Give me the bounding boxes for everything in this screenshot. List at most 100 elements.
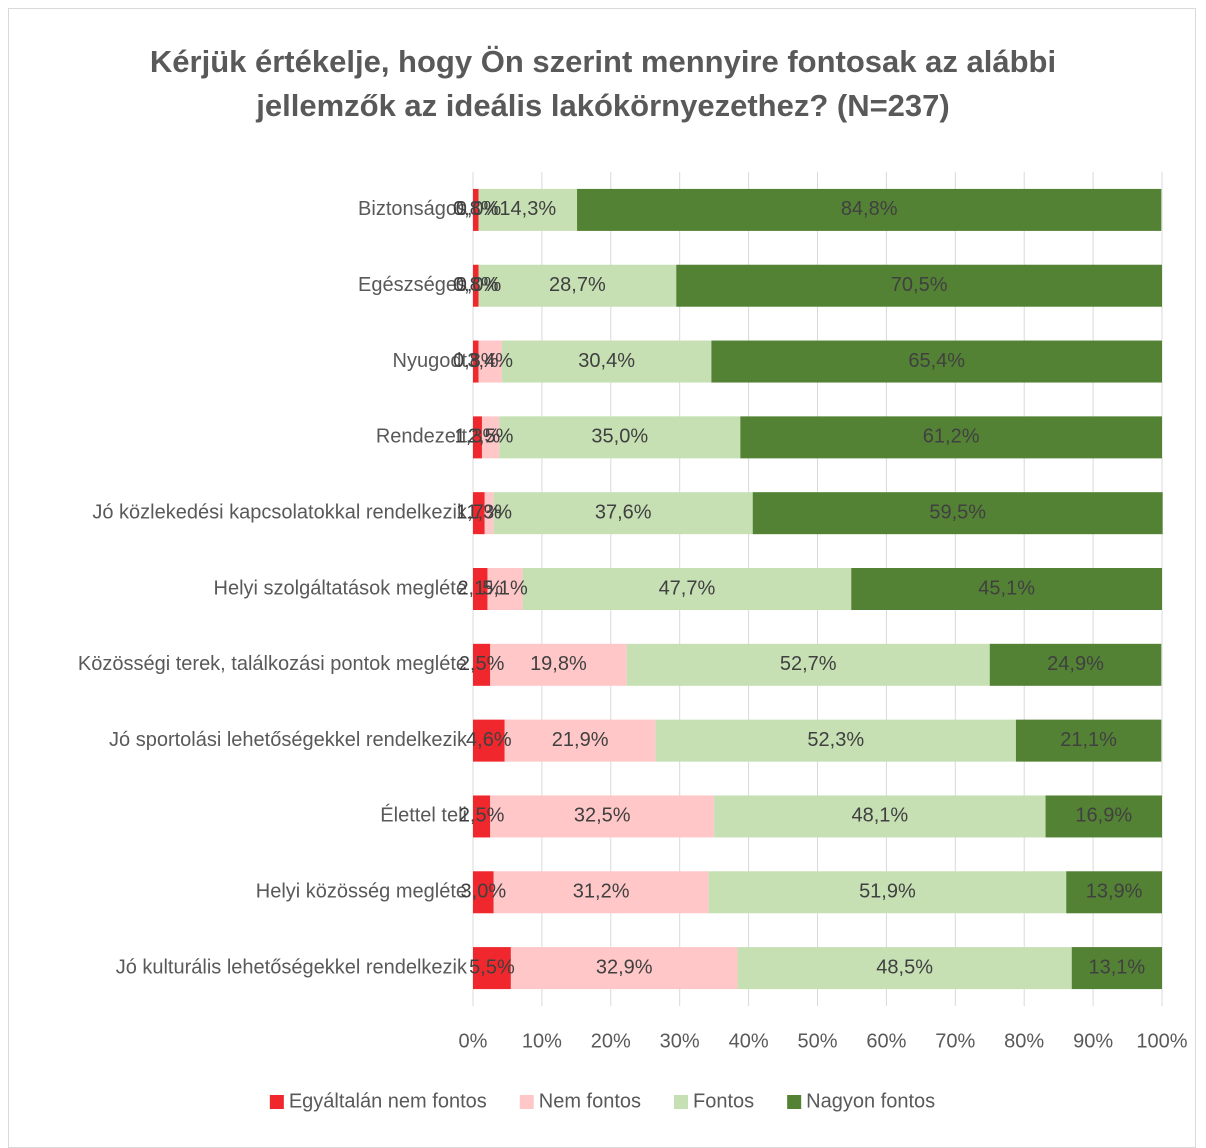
y-tick-label: Rendezett [376,426,468,448]
y-tick-label: Helyi közösség megléte [256,881,467,903]
value-label: 21,9% [552,729,609,751]
x-tick-label: 10% [522,1030,562,1052]
x-tick-label: 0% [459,1030,488,1052]
value-label: 47,7% [659,577,716,599]
legend-label: Egyáltalán nem fontos [289,1090,487,1112]
bar-segment [740,416,1162,459]
bar-segment [577,188,1162,231]
bar-segment [473,568,488,610]
bar-segment [752,492,1163,535]
bar-segment [484,492,494,535]
value-label: 1,7% [456,501,502,523]
value-label: 3,0% [461,881,507,903]
bar-segment [490,795,715,838]
value-label: 37,6% [595,501,652,523]
bar-segment [989,643,1162,686]
bar-segment [473,947,511,990]
bar-segment [499,416,741,459]
value-label: 32,9% [596,956,653,978]
bar-segment [851,568,1162,610]
bar-segment [478,264,677,307]
y-tick-label: Jó kulturális lehetőségekkel rendelkezik [116,956,468,978]
value-label: 52,3% [807,729,864,751]
value-label: 70,5% [891,274,948,296]
value-label: 0,0% [456,198,502,220]
bar-segment [473,795,491,838]
bar-segment [711,340,1162,383]
value-label: 65,4% [908,350,965,372]
value-label: 21,1% [1060,729,1117,751]
bar-segment [737,947,1072,990]
value-label: 45,1% [978,577,1035,599]
value-label: 2,5% [468,426,514,448]
value-label: 2,5% [459,805,505,827]
value-label: 13,9% [1086,881,1143,903]
x-tick-label: 100% [1136,1030,1187,1052]
x-tick-label: 70% [935,1030,975,1052]
bar-segment [504,719,656,762]
legend-swatch [674,1095,689,1109]
value-label: 4,6% [466,729,512,751]
x-tick-label: 50% [797,1030,837,1052]
value-label: 35,0% [591,426,648,448]
bar-segment [473,264,479,307]
legend-swatch [519,1095,534,1109]
value-label: 16,9% [1075,805,1132,827]
value-label: 3,4% [467,350,513,372]
value-label: 1,3% [455,426,501,448]
value-label: 28,7% [549,274,606,296]
y-tick-label: Helyi szolgáltatások megléte [214,577,467,599]
bar-segment [478,188,578,231]
bar-segment [626,643,990,686]
bar-segment [473,492,485,535]
value-label: 5,1% [482,577,528,599]
legend-label: Fontos [693,1090,754,1112]
bar-segment [1071,947,1162,990]
bar-segment [473,719,505,762]
value-label: 51,9% [859,881,916,903]
value-label: 48,1% [851,805,908,827]
value-label: 0,8% [453,198,499,220]
value-label: 59,5% [929,501,986,523]
value-label: 32,5% [574,805,631,827]
bar-segment [510,947,738,990]
value-label: 19,8% [530,653,587,675]
x-tick-label: 30% [660,1030,700,1052]
bar-segment [487,568,523,610]
value-label: 14,3% [499,198,556,220]
bar-segment [493,492,753,535]
x-tick-label: 40% [729,1030,769,1052]
value-label: 61,2% [923,426,980,448]
bar-segment [676,264,1162,307]
bar-segment [1015,719,1162,762]
y-tick-label: Egészséges [358,274,467,296]
bar-segment [478,340,502,383]
value-label: 0,8% [453,274,499,296]
y-tick-label: Jó sportolási lehetőségekkel rendelkezik [109,729,468,751]
bar-segment [522,568,852,610]
legend-label: Nagyon fontos [806,1090,935,1112]
y-tick-label: Biztonságos [358,198,467,220]
x-tick-label: 20% [591,1030,631,1052]
value-label: 5,5% [469,956,515,978]
bar-segment [473,871,494,914]
bar-segment [493,871,709,914]
x-tick-label: 90% [1073,1030,1113,1052]
legend-swatch [787,1095,802,1109]
value-label: 13,1% [1089,956,1146,978]
value-label: 31,2% [573,881,630,903]
value-label: 0,0% [456,274,502,296]
y-tick-label: Közösségi terek, találkozási pontok megl… [78,653,467,675]
bar-segment [655,719,1016,762]
value-label: 2,1% [457,577,503,599]
x-tick-label: 80% [1004,1030,1044,1052]
bar-segment [708,871,1067,914]
value-label: 52,7% [780,653,837,675]
bar-segment [501,340,712,383]
bar-segment [473,416,482,459]
bar-segment [1066,871,1162,914]
bar-segment [473,340,479,383]
bar-segment [490,643,627,686]
y-tick-label: Nyugodt [393,350,468,372]
